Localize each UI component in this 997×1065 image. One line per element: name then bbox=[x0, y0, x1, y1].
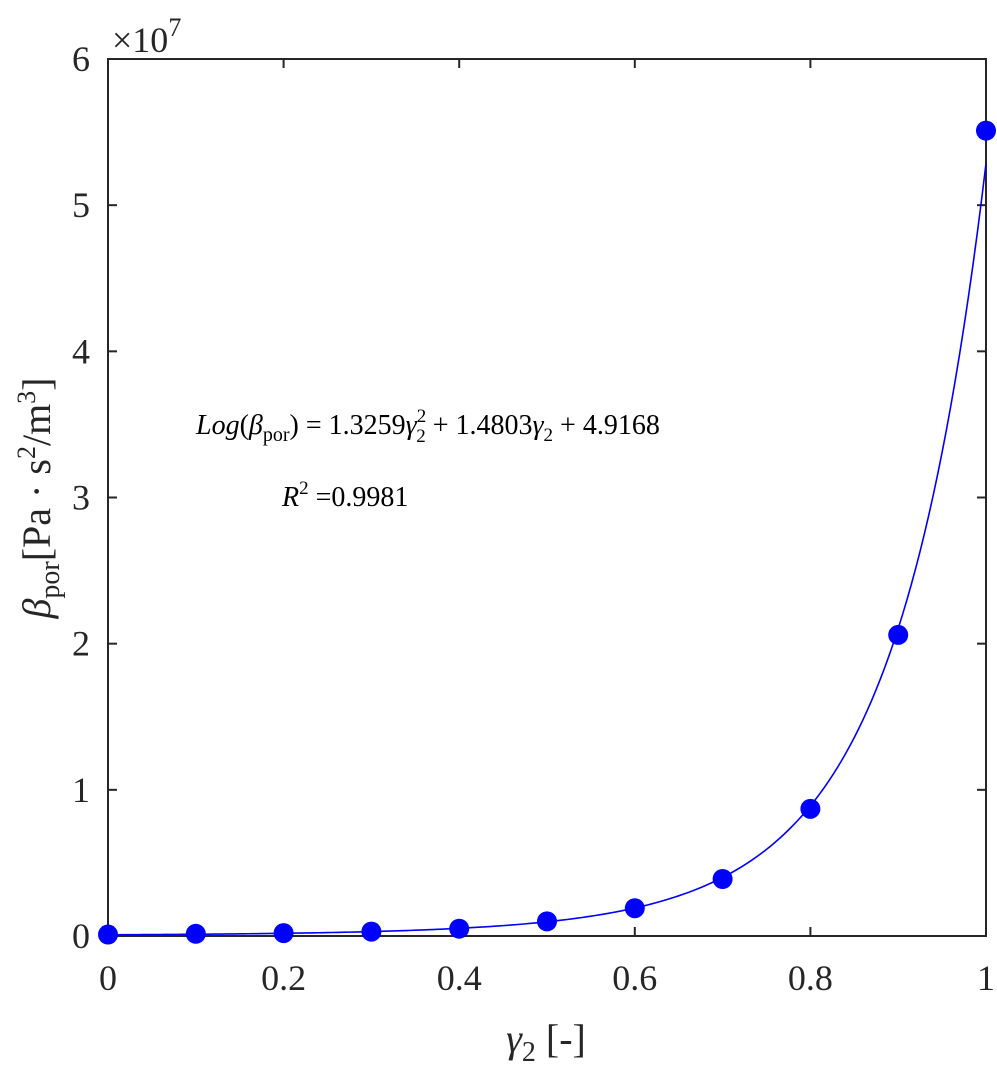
y-tick-label: 4 bbox=[72, 331, 90, 371]
eq-gamma1-sub: 2 bbox=[416, 426, 426, 447]
y-label-unit-a: [Pa · s bbox=[14, 459, 59, 561]
r2-sup: 2 bbox=[299, 478, 309, 499]
y-tick-label: 1 bbox=[72, 770, 90, 810]
x-tick-label: 0.4 bbox=[437, 958, 482, 998]
eq-beta-sub: por bbox=[263, 424, 290, 446]
plot-frame bbox=[107, 58, 987, 937]
x-tick-label: 0.8 bbox=[788, 958, 833, 998]
eq-log: Log bbox=[195, 410, 240, 441]
eq-open: ( bbox=[240, 410, 249, 441]
eq-mid: + 1.4803 bbox=[426, 410, 533, 441]
y-exponent-label: ×107 bbox=[112, 13, 181, 60]
y-label-sup-b: 3 bbox=[12, 391, 41, 404]
eq-close: ) = 1.3259 bbox=[290, 410, 406, 441]
x-tick-label: 0.2 bbox=[261, 958, 306, 998]
y-label-sup-a: 2 bbox=[12, 446, 41, 459]
data-point bbox=[537, 911, 557, 932]
y-tick-label: 0 bbox=[72, 916, 90, 956]
y-tick-group: 0 1 2 3 4 5 6 bbox=[72, 39, 986, 956]
y-tick-label: 3 bbox=[72, 478, 90, 518]
y-exponent-power: 7 bbox=[168, 13, 181, 42]
y-label-unit-b: /m bbox=[14, 404, 59, 446]
data-point-group bbox=[98, 120, 996, 945]
x-tick-label: 0 bbox=[99, 958, 117, 998]
data-point bbox=[712, 868, 733, 889]
x-label-sub: 2 bbox=[522, 1037, 536, 1065]
y-tick-label: 6 bbox=[72, 39, 90, 79]
data-point bbox=[449, 918, 470, 939]
r2-value: =0.9981 bbox=[309, 482, 409, 513]
eq-beta: β bbox=[248, 410, 263, 441]
eq-gamma2-sub: 2 bbox=[544, 425, 554, 446]
y-label-symbol: β bbox=[14, 599, 59, 620]
data-point bbox=[98, 924, 118, 945]
data-point bbox=[361, 921, 382, 942]
data-point bbox=[800, 798, 821, 819]
x-tick-label: 1 bbox=[977, 958, 995, 998]
fit-equation: Log(βpor) = 1.3259γ2 2 + 1.4803γ2 + 4.916… bbox=[195, 406, 660, 447]
y-axis-label: βpor[Pa · s2/m3] bbox=[12, 377, 66, 619]
data-point bbox=[624, 898, 645, 919]
r2-r: R bbox=[281, 482, 299, 513]
y-tick-label: 2 bbox=[72, 624, 90, 664]
data-point bbox=[976, 120, 996, 141]
y-tick-label: 5 bbox=[72, 185, 90, 225]
data-point bbox=[185, 923, 206, 944]
r-squared: R2 =0.9981 bbox=[281, 478, 408, 513]
y-label-unit-c: ] bbox=[14, 377, 59, 390]
eq-tail: + 4.9168 bbox=[553, 410, 660, 441]
eq-gamma1-sup: 2 bbox=[417, 406, 427, 427]
x-tick-group: 0 0.2 0.4 0.6 0.8 1 bbox=[99, 59, 995, 998]
x-tick-label: 0.6 bbox=[612, 958, 657, 998]
data-point bbox=[888, 624, 909, 645]
x-axis-label: γ2 [-] bbox=[506, 1016, 586, 1065]
x-label-unit: [-] bbox=[536, 1016, 586, 1061]
x-label-symbol: γ bbox=[506, 1016, 523, 1061]
y-label-sub: por bbox=[35, 561, 66, 599]
fit-curve bbox=[107, 163, 987, 936]
eq-gamma2: γ bbox=[533, 410, 545, 441]
y-exponent-prefix: ×10 bbox=[112, 20, 168, 60]
data-point bbox=[273, 923, 294, 944]
eq-gamma1: γ bbox=[406, 410, 418, 441]
